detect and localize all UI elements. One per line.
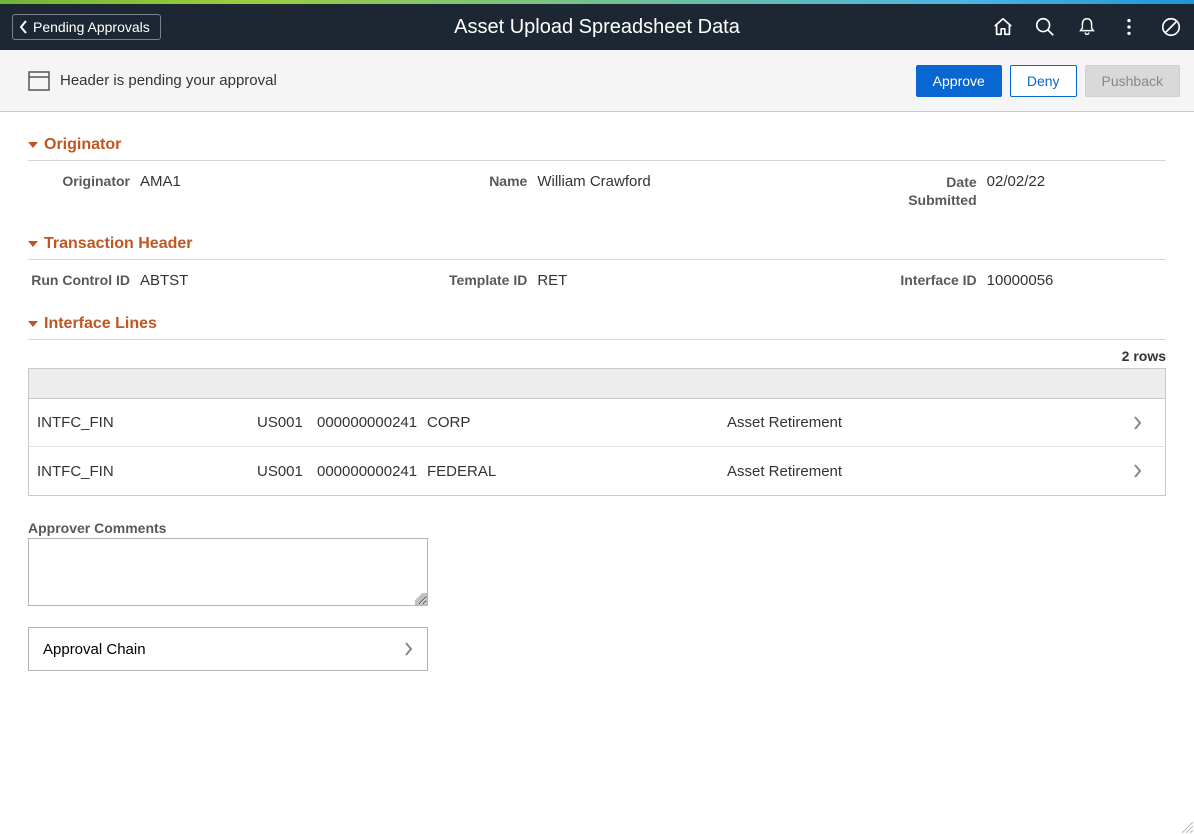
deny-circle-icon[interactable]: [1160, 16, 1182, 38]
pushback-button: Pushback: [1085, 65, 1180, 97]
chevron-left-icon: [19, 20, 29, 34]
interface-line-row[interactable]: INTFC_FINUS001000000000241FEDERALAsset R…: [29, 447, 1165, 495]
approve-button[interactable]: Approve: [916, 65, 1002, 97]
template-id-label: Template ID: [407, 272, 537, 288]
originator-fields: Originator AMA1 Name William Crawford Da…: [28, 161, 1166, 229]
interface-lines-grid: INTFC_FINUS001000000000241CORPAsset Reti…: [28, 368, 1166, 496]
approval-chain-label: Approval Chain: [43, 641, 146, 658]
run-control-value: ABTST: [140, 272, 188, 289]
interface-line-cell-book: FEDERAL: [427, 463, 727, 480]
interface-line-cell-trans: Asset Retirement: [727, 414, 1117, 431]
name-value: William Crawford: [537, 173, 650, 190]
originator-label: Originator: [28, 173, 140, 189]
collapse-icon: [28, 239, 38, 249]
page-title: Asset Upload Spreadsheet Data: [454, 16, 740, 39]
row-chevron: [1117, 464, 1157, 478]
section-toggle-originator[interactable]: Originator: [28, 136, 1166, 161]
date-submitted-label: DateSubmitted: [787, 173, 987, 209]
date-submitted-value: 02/02/22: [987, 173, 1045, 190]
home-icon[interactable]: [992, 16, 1014, 38]
actions-menu-icon[interactable]: [1118, 16, 1140, 38]
interface-line-row[interactable]: INTFC_FINUS001000000000241CORPAsset Reti…: [29, 399, 1165, 447]
approval-status-message: Header is pending your approval: [60, 72, 277, 89]
originator-value: AMA1: [140, 173, 181, 190]
approver-comments-label: Approver Comments: [28, 520, 1166, 536]
row-chevron: [1117, 416, 1157, 430]
interface-lines-row-count: 2 rows: [28, 348, 1166, 364]
header-approval-icon: [28, 71, 50, 91]
section-title-transaction-header: Transaction Header: [44, 235, 193, 253]
interface-line-cell-table: INTFC_FIN: [37, 463, 257, 480]
interface-line-cell-id: 000000000241: [317, 463, 427, 480]
deny-button[interactable]: Deny: [1010, 65, 1077, 97]
interface-id-label: Interface ID: [787, 272, 987, 288]
interface-id-value: 10000056: [987, 272, 1054, 289]
back-button-label: Pending Approvals: [33, 19, 150, 35]
app-header: Pending Approvals Asset Upload Spreadshe…: [0, 4, 1194, 50]
interface-line-cell-id: 000000000241: [317, 414, 427, 431]
approval-chain-button[interactable]: Approval Chain: [28, 627, 428, 671]
name-label: Name: [407, 173, 537, 189]
section-title-originator: Originator: [44, 136, 121, 154]
transaction-header-fields: Run Control ID ABTST Template ID RET Int…: [28, 260, 1166, 309]
interface-line-cell-bu: US001: [257, 463, 317, 480]
section-title-interface-lines: Interface Lines: [44, 315, 157, 333]
collapse-icon: [28, 319, 38, 329]
run-control-label: Run Control ID: [28, 272, 140, 288]
interface-line-cell-book: CORP: [427, 414, 727, 431]
chevron-right-icon: [1132, 464, 1142, 478]
interface-line-cell-table: INTFC_FIN: [37, 414, 257, 431]
search-icon[interactable]: [1034, 16, 1056, 38]
section-toggle-transaction-header[interactable]: Transaction Header: [28, 235, 1166, 260]
template-id-value: RET: [537, 272, 567, 289]
approver-comments-input[interactable]: [28, 538, 428, 606]
chevron-right-icon: [403, 642, 413, 656]
interface-lines-grid-header: [29, 369, 1165, 399]
section-toggle-interface-lines[interactable]: Interface Lines: [28, 315, 1166, 340]
interface-line-cell-bu: US001: [257, 414, 317, 431]
chevron-right-icon: [1132, 416, 1142, 430]
notifications-icon[interactable]: [1076, 16, 1098, 38]
window-resize-handle-icon: [1178, 818, 1194, 834]
back-button[interactable]: Pending Approvals: [12, 14, 161, 40]
collapse-icon: [28, 140, 38, 150]
approval-status-bar: Header is pending your approval Approve …: [0, 50, 1194, 112]
interface-line-cell-trans: Asset Retirement: [727, 463, 1117, 480]
